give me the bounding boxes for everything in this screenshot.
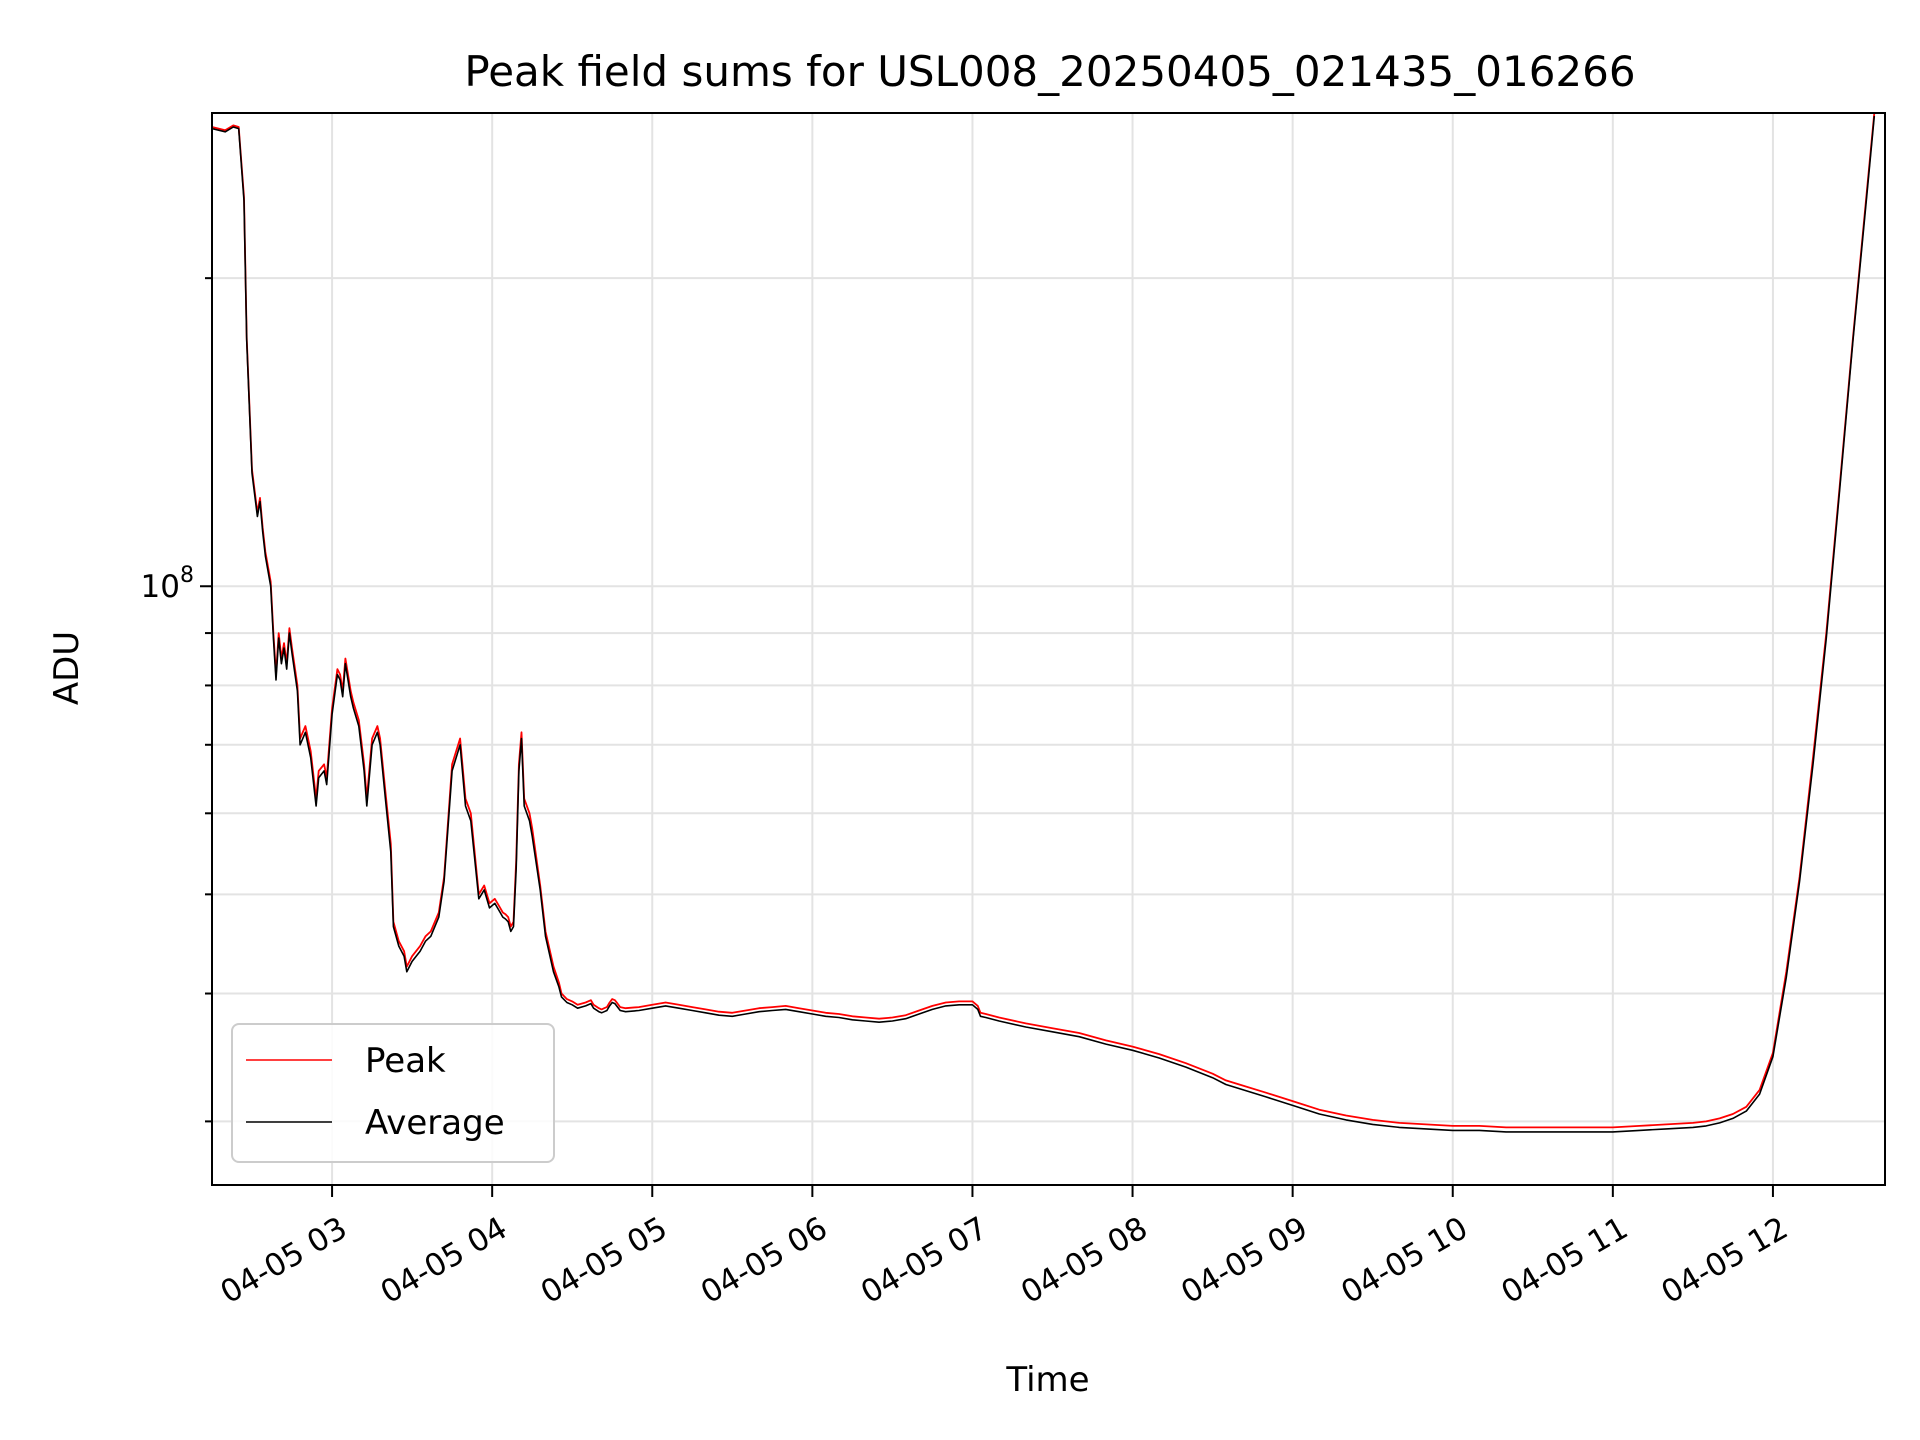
x-tick-label: 04-05 05 [535,1210,674,1311]
y-tick-base: 10 [141,569,180,605]
chart-title: Peak field sums for USL008_20250405_0214… [464,47,1635,96]
series-line-average [211,116,1876,1133]
y-axis-label: ADU [47,631,87,705]
x-tick-label: 04-05 08 [1015,1210,1154,1311]
y-tick-label: 108 [141,563,194,605]
grid [212,113,1885,1185]
y-axis-ticks: 108 [141,277,212,1123]
plot-frame [211,112,1886,1186]
legend-box [231,1023,555,1163]
x-tick-label: 04-05 03 [215,1210,354,1311]
x-tick-label: 04-05 11 [1495,1210,1634,1311]
x-tick-label: 04-05 09 [1175,1210,1314,1311]
x-tick-label: 04-05 06 [695,1210,834,1311]
legend-average-label: Average [365,1103,505,1143]
x-axis-ticks: 04-05 03 04-05 04 04-05 05 04-05 06 04-05 07… [215,1185,1794,1311]
x-tick-label: 04-05 12 [1655,1210,1794,1311]
series-line-peak [211,112,1876,1129]
x-tick-label: 04-05 10 [1335,1210,1474,1311]
legend: Peak Average [231,1023,555,1163]
legend-peak-label: Peak [365,1041,446,1081]
series-lines [211,112,1876,1133]
x-tick-label: 04-05 04 [375,1210,514,1311]
y-tick-exponent: 8 [180,563,194,588]
x-tick-label: 04-05 07 [855,1210,994,1311]
x-axis-label: Time [1005,1360,1089,1400]
